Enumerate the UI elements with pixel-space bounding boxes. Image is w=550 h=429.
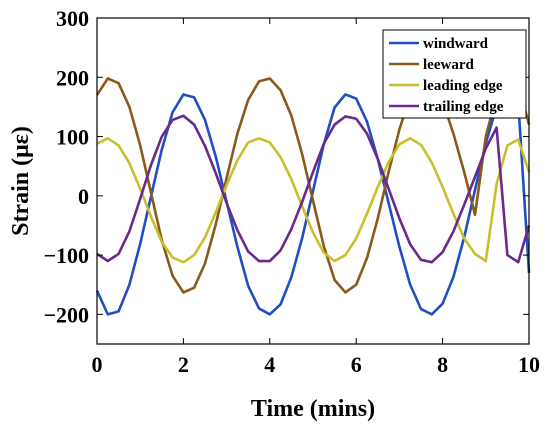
- x-tick-label: 0: [92, 352, 103, 377]
- y-tick-label: 100: [56, 125, 89, 150]
- y-axis-title: Strain (με): [8, 126, 34, 236]
- x-tick-label: 10: [518, 352, 540, 377]
- y-tick-label: −200: [43, 302, 89, 327]
- x-tick-label: 4: [264, 352, 275, 377]
- series-line-trailing-edge: [96, 114, 531, 264]
- legend-label: leading edge: [423, 78, 503, 94]
- x-tick-label: 6: [351, 352, 362, 377]
- y-tick-label: 300: [56, 6, 89, 31]
- y-tick-label: 200: [56, 65, 89, 90]
- x-axis-title: Time (mins): [251, 396, 375, 422]
- x-tick-label: 2: [178, 352, 189, 377]
- legend-label: windward: [423, 36, 489, 52]
- legend-label: trailing edge: [423, 99, 504, 115]
- series-layer: [95, 77, 531, 316]
- y-tick-label: 0: [78, 184, 89, 209]
- series-line-leeward: [95, 77, 531, 294]
- legend-box: [382, 29, 527, 119]
- legend-label: leeward: [423, 57, 474, 73]
- x-tick-label: 8: [437, 352, 448, 377]
- y-tick-label: −100: [43, 243, 89, 268]
- axes-layer: 0 2 4 6 8 10 −200 −100 0 100 200 300: [43, 6, 540, 377]
- legend: windward leeward leading edge trailing edge: [382, 29, 527, 119]
- axes-frame: [96, 17, 530, 345]
